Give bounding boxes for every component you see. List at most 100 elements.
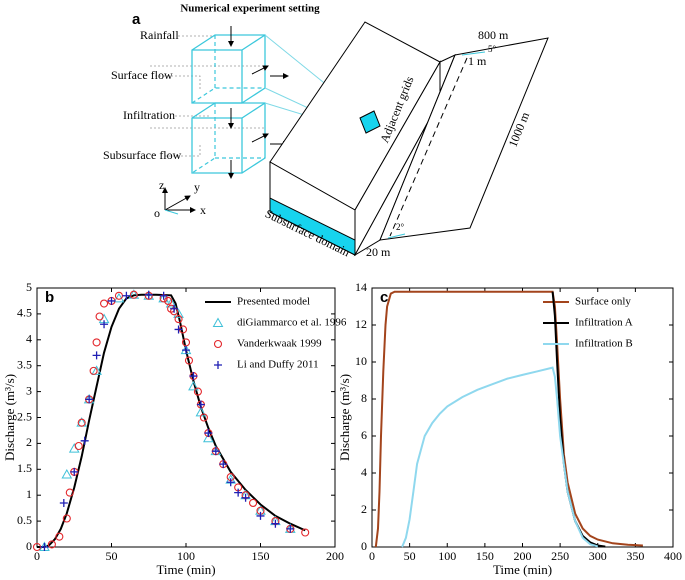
- dim: 20 m: [366, 245, 391, 259]
- dim: 800 m: [478, 28, 509, 42]
- marker-plus: [226, 478, 235, 487]
- x-tick-label: 300: [589, 549, 607, 563]
- y-tick-label: 3.5: [17, 357, 32, 371]
- marker-triangle: [61, 468, 73, 479]
- marker-circle: [89, 366, 98, 375]
- label: Subsurface flow: [103, 148, 182, 162]
- marker-circle: [199, 413, 208, 422]
- axis-y: y: [194, 180, 200, 194]
- marker-circle: [193, 387, 202, 396]
- dim: 1 m: [468, 54, 487, 68]
- y-tick-label: 0: [26, 539, 32, 553]
- y-tick-label: 5: [26, 280, 32, 294]
- dim: 2°: [396, 222, 405, 232]
- legend-label: Surface only: [575, 296, 631, 308]
- x-tick-label: 100: [177, 549, 195, 563]
- y-axis-label: Discharge (m³/s): [2, 374, 17, 461]
- marker-circle: [74, 441, 83, 451]
- series-line: [37, 293, 306, 548]
- marker-circle: [164, 296, 173, 306]
- marker-plus: [144, 290, 153, 299]
- marker-plus: [174, 325, 183, 334]
- axis-x: x: [200, 203, 206, 217]
- label: Infiltration: [123, 108, 175, 122]
- marker-plus: [271, 519, 280, 528]
- marker-plus: [204, 429, 213, 438]
- legend-label: diGiammarco et al. 1996: [237, 317, 347, 329]
- marker-plus: [92, 351, 101, 360]
- y-tick-label: 4: [361, 465, 367, 479]
- panel-label: a: [132, 11, 141, 28]
- marker-plus: [219, 460, 228, 469]
- marker-triangle: [212, 317, 224, 327]
- marker-plus: [40, 543, 49, 551]
- marker-plus: [159, 291, 168, 300]
- marker-plus: [211, 447, 220, 456]
- y-tick-label: 1.5: [17, 461, 32, 475]
- marker-plus: [286, 524, 295, 533]
- y-tick-label: 3: [26, 383, 32, 397]
- marker-plus: [196, 400, 205, 409]
- y-tick-label: 8: [361, 391, 367, 405]
- marker-plus: [256, 511, 265, 520]
- marker-circle: [92, 338, 101, 347]
- x-tick-label: 350: [626, 549, 644, 563]
- x-tick-label: 250: [551, 549, 569, 563]
- marker-circle: [100, 299, 109, 308]
- marker-plus: [70, 467, 79, 476]
- marker-triangle: [68, 443, 80, 453]
- y-tick-label: 2: [26, 435, 32, 449]
- y-tick-label: 4: [26, 332, 32, 346]
- panel-label: b: [45, 289, 54, 306]
- marker-plus: [107, 296, 116, 305]
- marker-circle: [301, 528, 310, 537]
- marker-plus: [59, 498, 68, 507]
- diagram-title: Numerical experiment setting: [180, 3, 320, 15]
- series-line: [401, 366, 599, 548]
- marker-plus: [234, 488, 243, 497]
- marker-triangle: [165, 298, 177, 308]
- x-tick-label: 50: [106, 549, 118, 563]
- legend-label: Li and Duffy 2011: [237, 359, 319, 371]
- y-tick-label: 2.5: [17, 409, 32, 423]
- marker-plus: [241, 493, 250, 502]
- marker-circle: [249, 498, 258, 508]
- marker-triangle: [113, 292, 125, 303]
- marker-plus: [100, 320, 109, 329]
- marker-plus: [85, 395, 94, 404]
- legend-label: Infiltration A: [575, 317, 633, 329]
- legend-label: Presented model: [237, 296, 310, 308]
- marker-circle: [47, 540, 56, 549]
- y-tick-label: 12: [355, 317, 367, 331]
- diagram: Numerical experiment setting a z y o x: [103, 3, 549, 259]
- marker-plus: [214, 361, 222, 369]
- y-tick-label: 0.5: [17, 513, 32, 527]
- marker-circle: [129, 290, 138, 299]
- x-tick-label: 50: [404, 549, 416, 563]
- x-tick-label: 0: [34, 549, 40, 563]
- marker-circle: [174, 315, 183, 324]
- marker-triangle: [202, 432, 214, 443]
- guides: [150, 35, 265, 157]
- series-line: [374, 290, 643, 548]
- axes-icon: [162, 187, 196, 215]
- marker-circle: [77, 418, 86, 427]
- x-tick-label: 200: [514, 549, 532, 563]
- marker-circle: [62, 514, 71, 523]
- marker-circle: [213, 339, 223, 349]
- x-axis-label: Time (min): [493, 562, 552, 577]
- y-tick-label: 4.5: [17, 306, 32, 320]
- marker-triangle: [91, 365, 102, 375]
- marker-circle: [55, 532, 64, 541]
- marker-triangle: [173, 308, 184, 318]
- dim: 5°: [488, 44, 497, 54]
- y-tick-label: 6: [361, 428, 367, 442]
- y-tick-label: 10: [355, 354, 367, 368]
- label: Rainfall: [140, 28, 179, 42]
- y-tick-label: 2: [361, 502, 367, 516]
- axis-o: o: [154, 206, 160, 220]
- series-line: [551, 291, 606, 548]
- x-tick-label: 200: [326, 549, 344, 563]
- label: Surface flow: [111, 68, 173, 82]
- x-tick-label: 150: [476, 549, 494, 563]
